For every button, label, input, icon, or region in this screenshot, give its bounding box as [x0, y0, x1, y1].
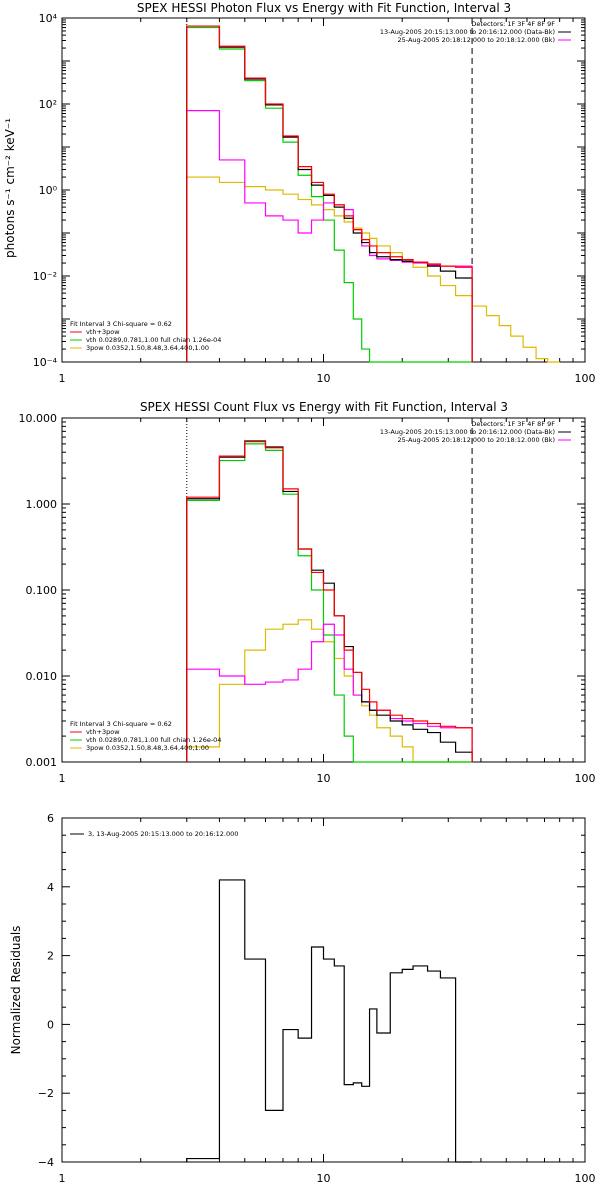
- y-tick-label: −4: [38, 1156, 54, 1169]
- legend-bottom-text: Fit Interval 3 Chi-square = 0.62: [70, 320, 172, 328]
- legend-text: 3, 13-Aug-2005 20:15:13.000 to 20:16:12.…: [88, 830, 238, 838]
- count-flux-title: SPEX HESSI Count Flux vs Energy with Fit…: [140, 400, 508, 414]
- legend-top-text: 25-Aug-2005 20:18:12.000 to 20:18:12.000…: [398, 436, 555, 444]
- series-line-vth: [186, 26, 473, 363]
- series-line-vth-3pow: [186, 441, 473, 762]
- legend-top-text: Detectors: 1F 3F 4F 8F 9F: [471, 420, 555, 428]
- photon-flux-title: SPEX HESSI Photon Flux vs Energy with Fi…: [137, 1, 511, 15]
- y-tick-label: 10⁴: [39, 12, 58, 25]
- y-tick-label: 10.000: [19, 412, 58, 425]
- series-line-3pow: [186, 619, 473, 763]
- y-tick-label: 10²: [39, 98, 57, 111]
- y-tick-label: 0: [47, 1018, 54, 1031]
- legend-top-text: Detectors: 1F 3F 4F 8F 9F: [471, 20, 555, 28]
- y-tick-label: −2: [38, 1087, 54, 1100]
- series-line-bk: [186, 623, 473, 762]
- legend-bottom-text: vth 0.0289,0.781,1.00 full chian 1.26e-0…: [86, 336, 221, 344]
- series-line-3-13-aug-2005-20-15-13-000-to-20-16-12-000: [186, 879, 473, 1163]
- legend-bottom-text: vth 0.0289,0.781,1.00 full chian 1.26e-0…: [86, 736, 221, 744]
- x-tick-label: 1: [59, 772, 66, 785]
- y-tick-label: 0.010: [26, 670, 58, 683]
- x-tick-label: 10: [317, 1172, 331, 1185]
- x-tick-label: 100: [575, 372, 596, 385]
- residuals-panel: Normalized Residuals 1 10 100 −4 −2 0 2 4 6 3, 13…: [9, 812, 596, 1185]
- x-tick-label: 10: [317, 772, 331, 785]
- x-tick-label: 1: [59, 372, 66, 385]
- x-tick-label: 100: [575, 772, 596, 785]
- y-tick-label: 6: [47, 812, 54, 825]
- y-tick-label: 0.100: [26, 584, 58, 597]
- series-line-data-bk: [186, 440, 473, 762]
- legend-top-text: 13-Aug-2005 20:15:13.000 to 20:16:12.000…: [380, 28, 555, 36]
- legend-top-text: 13-Aug-2005 20:15:13.000 to 20:16:12.000…: [380, 428, 555, 436]
- legend-bottom-text: 3pow 0.0352,1.50,8.48,3.64,400,1.00: [86, 744, 209, 752]
- x-tick-label: 1: [59, 1172, 66, 1185]
- legend-top-text: 25-Aug-2005 20:18:12.000 to 20:18:12.000…: [398, 36, 555, 44]
- plot-frame: [61, 817, 586, 1163]
- y-tick-label: 10⁻⁴: [33, 356, 58, 369]
- series-line-3pow: [186, 176, 560, 363]
- x-tick-label: 100: [575, 1172, 596, 1185]
- series-line-vth-3pow: [186, 25, 473, 362]
- x-tick-label: 10: [317, 372, 331, 385]
- legend-bottom-text: vth+3pow: [86, 328, 120, 336]
- y-tick-label: 1.000: [26, 498, 58, 511]
- legend-bottom-text: 3pow 0.0352,1.50,8.48,3.64,400,1.00: [86, 344, 209, 352]
- photon-flux-panel: SPEX HESSI Photon Flux vs Energy with Fi…: [3, 1, 596, 385]
- y-tick-label: 0.001: [26, 756, 58, 769]
- y-tick-label: 4: [47, 881, 54, 894]
- legend-bottom-text: vth+3pow: [86, 728, 120, 736]
- count-flux-panel: SPEX HESSI Count Flux vs Energy with Fit…: [19, 400, 596, 785]
- y-tick-label: 10⁻²: [33, 270, 57, 283]
- y-tick-label: 10⁰: [39, 184, 58, 197]
- residuals-ylabel: Normalized Residuals: [9, 926, 23, 1055]
- y-tick-label: 2: [47, 950, 54, 963]
- series-line-vth: [186, 443, 473, 763]
- series-line-bk: [186, 110, 473, 362]
- legend-bottom-text: Fit Interval 3 Chi-square = 0.62: [70, 720, 172, 728]
- photon-flux-ylabel: photons s⁻¹ cm⁻² keV⁻¹: [3, 118, 17, 258]
